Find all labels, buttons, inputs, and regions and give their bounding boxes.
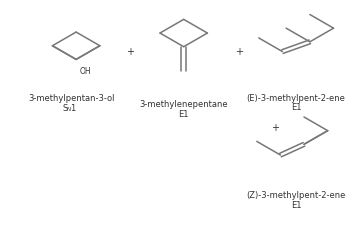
Text: N: N: [67, 107, 71, 112]
Text: (E)-3-methylpent-2-ene: (E)-3-methylpent-2-ene: [247, 94, 345, 103]
Text: E1: E1: [178, 110, 189, 119]
Text: E1: E1: [291, 201, 301, 210]
Text: S: S: [62, 104, 68, 113]
Text: 3-methylpentan-3-ol: 3-methylpentan-3-ol: [28, 94, 114, 103]
Text: OH: OH: [80, 67, 92, 76]
Text: E1: E1: [291, 103, 301, 112]
Text: (Z)-3-methylpent-2-ene: (Z)-3-methylpent-2-ene: [247, 191, 346, 200]
Text: 1: 1: [70, 104, 75, 113]
Text: +: +: [126, 47, 134, 57]
Text: 3-methylenepentane: 3-methylenepentane: [139, 100, 228, 109]
Text: +: +: [271, 123, 279, 133]
Text: +: +: [235, 47, 243, 57]
